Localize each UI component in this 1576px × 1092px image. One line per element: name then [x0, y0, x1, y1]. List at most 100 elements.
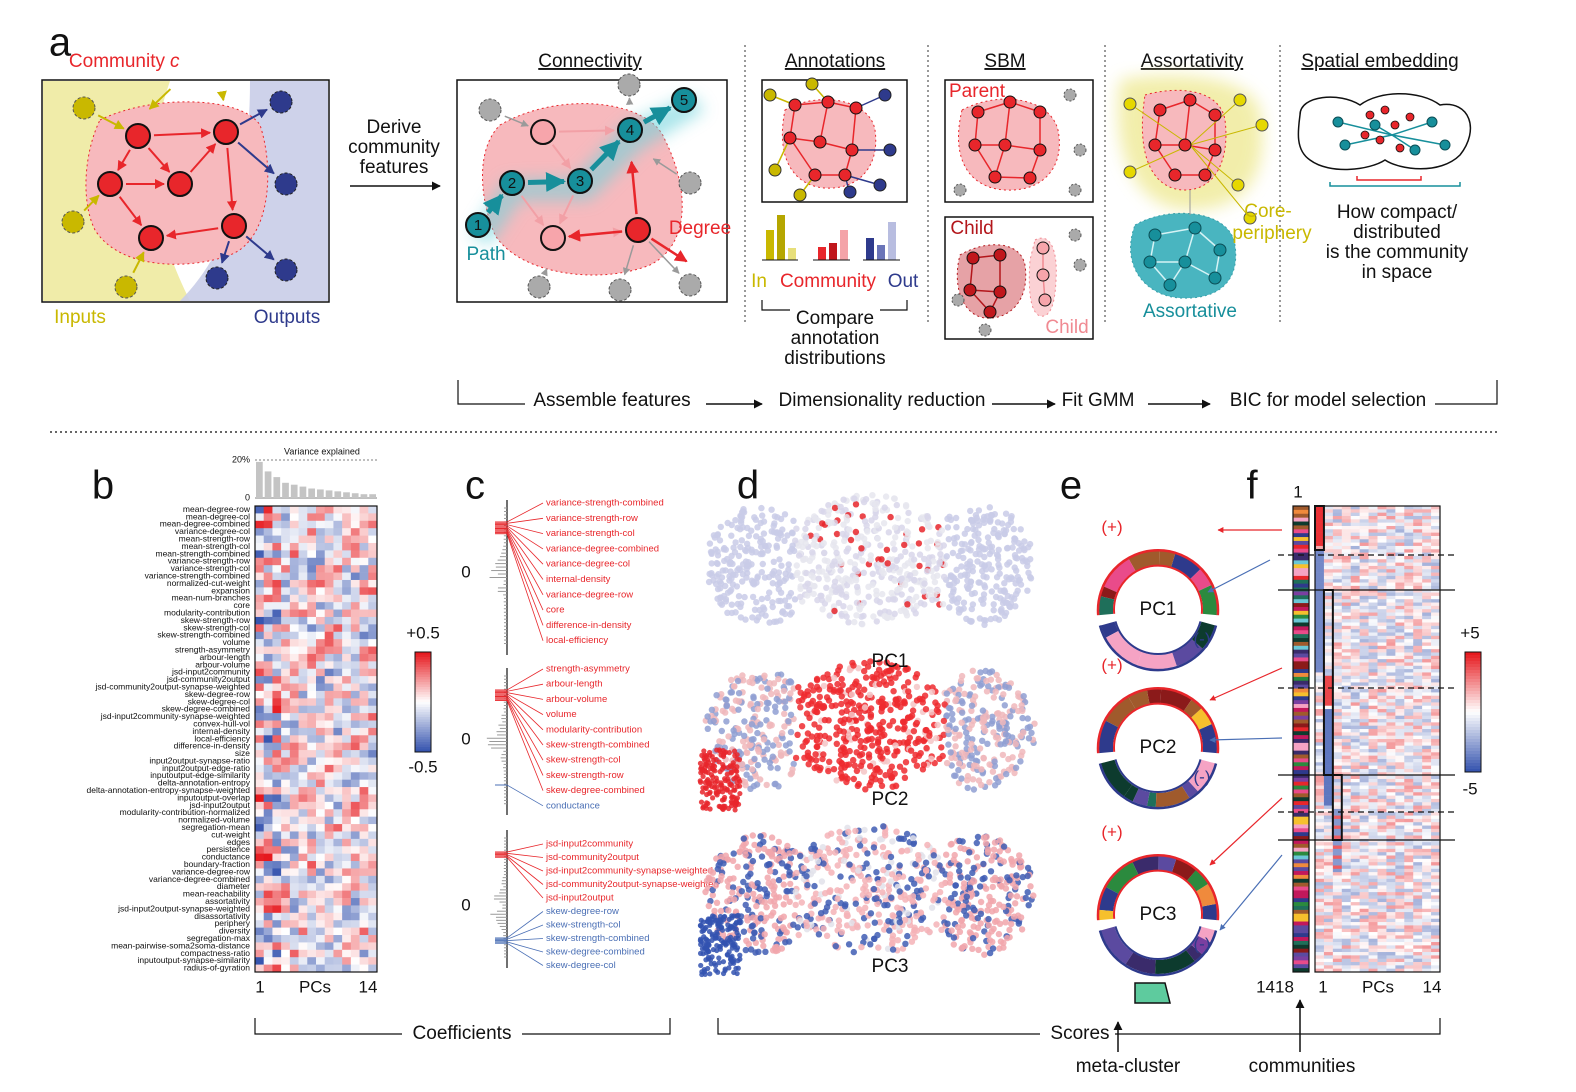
heatmap-cell	[281, 853, 291, 862]
brain-point	[889, 932, 897, 939]
brain-point	[911, 880, 918, 887]
cluster-strip	[1293, 874, 1309, 880]
brain-point	[984, 846, 992, 853]
heatmap-cell	[1377, 539, 1387, 543]
heatmap-cell	[368, 668, 378, 677]
node	[138, 225, 164, 251]
heatmap-cell	[1404, 509, 1414, 513]
brain-point	[724, 609, 731, 616]
heatmap-cell	[298, 513, 308, 522]
heatmap-cell	[316, 898, 326, 906]
heatmap-cell	[255, 557, 265, 566]
brain-point	[790, 760, 797, 768]
brain-point	[856, 906, 863, 913]
heatmap-cell	[342, 646, 352, 655]
heatmap-cell	[1332, 539, 1343, 543]
feature-label: jsd-input2community	[171, 667, 251, 677]
heatmap-cell	[324, 683, 334, 692]
brain-point	[844, 912, 851, 920]
heatmap-cell	[281, 927, 291, 936]
heatmap-cell	[1341, 525, 1352, 530]
heatmap-cell	[289, 905, 299, 914]
brain-point	[759, 560, 766, 568]
brain-point	[766, 868, 774, 875]
heatmap-cell	[350, 705, 360, 714]
heatmap-cell	[289, 602, 299, 610]
heatmap-cell	[289, 624, 299, 633]
brain-point	[760, 518, 768, 525]
brain-point	[892, 696, 899, 703]
feature-label: jsd-input2community-synapse-weighted	[545, 866, 713, 877]
heatmap-cell	[316, 705, 326, 714]
brain-point	[995, 532, 1002, 540]
brain-point	[889, 939, 896, 947]
brain-point	[970, 923, 977, 930]
heatmap-cell	[263, 816, 273, 825]
node	[608, 278, 632, 302]
brain-point	[787, 711, 795, 718]
brain-point	[953, 524, 960, 531]
brain-point	[921, 555, 928, 563]
heatmap-cell	[1377, 506, 1387, 510]
heatmap-cell	[1315, 562, 1325, 567]
brain-map	[705, 492, 1035, 628]
feature-label: periphery	[215, 918, 251, 928]
heatmap-cell	[307, 875, 317, 884]
brain-point	[699, 752, 705, 759]
brain-point	[894, 514, 902, 522]
brain-point	[867, 711, 875, 718]
node	[1033, 105, 1047, 119]
brain-point	[938, 926, 945, 933]
brain-point	[865, 891, 873, 899]
heatmap-cell	[263, 801, 273, 810]
label: In	[751, 271, 767, 292]
heatmap-cell	[307, 794, 317, 803]
brain-point	[818, 507, 825, 515]
cluster-strip	[1293, 603, 1309, 608]
brain-point	[816, 693, 823, 701]
brain-point	[748, 721, 756, 728]
heatmap-cell	[1350, 506, 1360, 510]
brain-point	[819, 844, 827, 851]
brain-point	[901, 774, 909, 781]
brain-point	[838, 700, 845, 708]
heatmap-cell	[350, 683, 360, 692]
brain-point	[705, 902, 712, 910]
heatmap-cell	[1315, 545, 1325, 550]
heatmap-cell	[1315, 555, 1325, 560]
heatmap-cell	[316, 935, 326, 943]
label: Inputs	[54, 307, 106, 328]
heatmap-cell	[316, 883, 326, 891]
heatmap-cell	[263, 890, 273, 899]
heatmap-cell	[1386, 509, 1396, 513]
brain-point	[963, 729, 970, 736]
heatmap-cell	[1422, 562, 1432, 567]
heatmap-cell	[1431, 542, 1441, 547]
brain-point	[1004, 934, 1011, 942]
label: Core-	[1244, 201, 1292, 222]
colorbar-step	[415, 659, 431, 663]
cluster-strip	[1293, 657, 1309, 662]
brain-point	[753, 902, 760, 910]
node	[1360, 130, 1370, 140]
brain-point	[996, 837, 1004, 844]
brain-point	[940, 914, 947, 921]
heatmap-cell	[333, 846, 343, 854]
heatmap-cell	[289, 690, 299, 699]
heatmap-cell	[298, 831, 308, 840]
heatmap-cell	[359, 883, 369, 891]
cluster-strip	[1293, 540, 1309, 546]
heatmap-cell	[342, 624, 352, 633]
brain-point	[717, 599, 724, 607]
heatmap-cell	[255, 809, 265, 817]
brain-point	[853, 727, 861, 734]
brain-point	[884, 748, 891, 756]
feature-label: expansion	[211, 585, 250, 595]
heatmap-cell	[333, 838, 343, 847]
colorbar-step	[415, 677, 431, 680]
brain-point	[893, 501, 900, 509]
node	[1405, 112, 1415, 122]
heatmap-cell	[324, 757, 334, 766]
heatmap-cell	[281, 587, 291, 596]
brain-point	[711, 960, 717, 966]
